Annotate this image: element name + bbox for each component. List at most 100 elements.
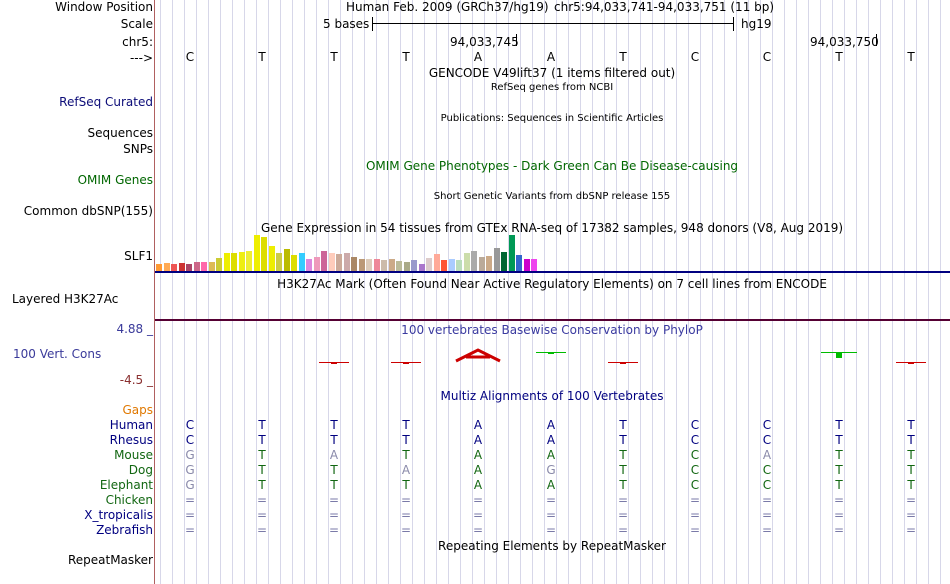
grid-line xyxy=(172,0,173,584)
grid-line xyxy=(664,0,665,584)
gtex-bar[interactable] xyxy=(298,253,305,271)
alignment-base: = xyxy=(545,508,557,522)
refseq-track-subtitle: RefSeq genes from NCBI xyxy=(490,82,614,93)
gtex-bar[interactable] xyxy=(471,251,477,271)
grid-line xyxy=(736,0,737,584)
phylop-track-label[interactable]: 100 Vert. Cons xyxy=(13,347,102,361)
gtex-bar[interactable] xyxy=(171,264,177,271)
gtex-bar[interactable] xyxy=(366,259,372,271)
gtex-bar[interactable] xyxy=(321,251,327,271)
gtex-bar[interactable] xyxy=(493,248,500,271)
refseq-track-label[interactable]: RefSeq Curated xyxy=(59,95,153,109)
grid-line xyxy=(280,0,281,584)
gtex-bar[interactable] xyxy=(156,264,162,271)
gtex-bar[interactable] xyxy=(381,260,387,271)
species-label[interactable]: Mouse xyxy=(114,448,153,462)
gtex-bar[interactable] xyxy=(388,259,395,271)
species-label[interactable]: Rhesus xyxy=(109,433,153,447)
gtex-bar[interactable] xyxy=(178,263,185,271)
gtex-bar[interactable] xyxy=(358,259,365,271)
gtex-bar[interactable] xyxy=(223,253,230,271)
gtex-bar[interactable] xyxy=(426,258,432,271)
alignment-base: T xyxy=(619,463,627,477)
gtex-bar[interactable] xyxy=(501,252,507,271)
alignment-base: = xyxy=(256,493,268,507)
gtex-bar[interactable] xyxy=(231,253,237,271)
alignment-base: T xyxy=(907,433,915,447)
grid-line xyxy=(388,0,389,584)
gtex-bar[interactable] xyxy=(261,237,267,271)
omim-track-label[interactable]: OMIM Genes xyxy=(77,173,153,187)
gtex-bar[interactable] xyxy=(351,257,357,271)
gtex-bar[interactable] xyxy=(373,259,380,271)
gtex-bar[interactable] xyxy=(486,256,492,271)
dbsnp-track-label[interactable]: Common dbSNP(155) xyxy=(23,204,153,218)
gtex-bar[interactable] xyxy=(441,260,447,271)
grid-line xyxy=(916,0,917,584)
gtex-bar[interactable] xyxy=(208,262,215,271)
gtex-bar[interactable] xyxy=(396,261,402,271)
alignment-base: T xyxy=(330,433,338,447)
gtex-bar[interactable] xyxy=(433,254,440,271)
position-readout[interactable]: chr5:94,033,741-94,033,751 (11 bp) xyxy=(554,0,775,14)
alignment-base: C xyxy=(690,463,700,477)
h3k27ac-track-label[interactable]: Layered H3K27Ac xyxy=(12,292,119,306)
gtex-bar[interactable] xyxy=(418,264,425,271)
gtex-bar[interactable] xyxy=(411,260,417,271)
species-label[interactable]: X_tropicalis xyxy=(84,508,153,522)
gtex-bar[interactable] xyxy=(201,262,207,271)
gtex-bar[interactable] xyxy=(463,253,470,271)
gtex-bar[interactable] xyxy=(456,260,462,271)
gtex-bar[interactable] xyxy=(336,254,342,271)
scale-label: Scale xyxy=(120,17,153,31)
gtex-bar[interactable] xyxy=(508,235,515,271)
gtex-bar[interactable] xyxy=(343,253,350,271)
alignment-base: G xyxy=(185,478,195,492)
grid-line xyxy=(508,0,509,584)
gtex-bar[interactable] xyxy=(328,253,335,271)
gtex-bar[interactable] xyxy=(268,246,275,271)
gtex-bar[interactable] xyxy=(163,263,170,271)
alignment-base: = xyxy=(761,493,773,507)
gtex-bar[interactable] xyxy=(516,255,522,271)
gtex-bar[interactable] xyxy=(403,262,410,271)
species-label[interactable]: Chicken xyxy=(105,493,153,507)
species-label[interactable]: Human xyxy=(109,418,153,432)
grid-line xyxy=(604,0,605,584)
gtex-bar[interactable] xyxy=(478,257,485,271)
gtex-bar[interactable] xyxy=(193,262,200,271)
gtex-bar[interactable] xyxy=(186,264,192,271)
gtex-bar[interactable] xyxy=(306,259,312,271)
species-label[interactable]: Elephant xyxy=(99,478,153,492)
gtex-gene-label[interactable]: SLF1 xyxy=(124,249,153,263)
grid-line xyxy=(748,0,749,584)
gtex-bar[interactable] xyxy=(216,258,222,271)
gtex-bar[interactable] xyxy=(523,259,530,271)
gtex-bar[interactable] xyxy=(246,251,252,271)
repeatmasker-track-label[interactable]: RepeatMasker xyxy=(67,553,153,567)
alignment-base: T xyxy=(258,463,266,477)
sequence-base: C xyxy=(690,50,700,64)
gaps-label[interactable]: Gaps xyxy=(122,403,153,417)
alignment-base: T xyxy=(258,433,266,447)
gencode-track-title[interactable]: GENCODE V49lift37 (1 items filtered out) xyxy=(428,66,676,80)
alignment-base: A xyxy=(329,448,339,462)
phylop-score-bar xyxy=(908,362,914,364)
grid-line xyxy=(844,0,845,584)
sequences-track-label[interactable]: Sequences xyxy=(87,126,153,140)
gtex-bar[interactable] xyxy=(253,235,260,271)
gtex-bar[interactable] xyxy=(531,259,537,271)
gtex-bar[interactable] xyxy=(291,255,297,271)
species-label[interactable]: Zebrafish xyxy=(96,523,153,537)
gtex-bar[interactable] xyxy=(448,259,455,271)
gtex-bar[interactable] xyxy=(238,252,245,271)
species-label[interactable]: Dog xyxy=(128,463,153,477)
gtex-bar[interactable] xyxy=(276,253,282,271)
alignment-base: = xyxy=(328,508,340,522)
gtex-bar[interactable] xyxy=(283,249,290,271)
grid-line xyxy=(928,0,929,584)
grid-line xyxy=(772,0,773,584)
gtex-bar[interactable] xyxy=(313,257,320,271)
snps-track-label[interactable]: SNPs xyxy=(123,142,153,156)
alignment-base: T xyxy=(258,418,266,432)
